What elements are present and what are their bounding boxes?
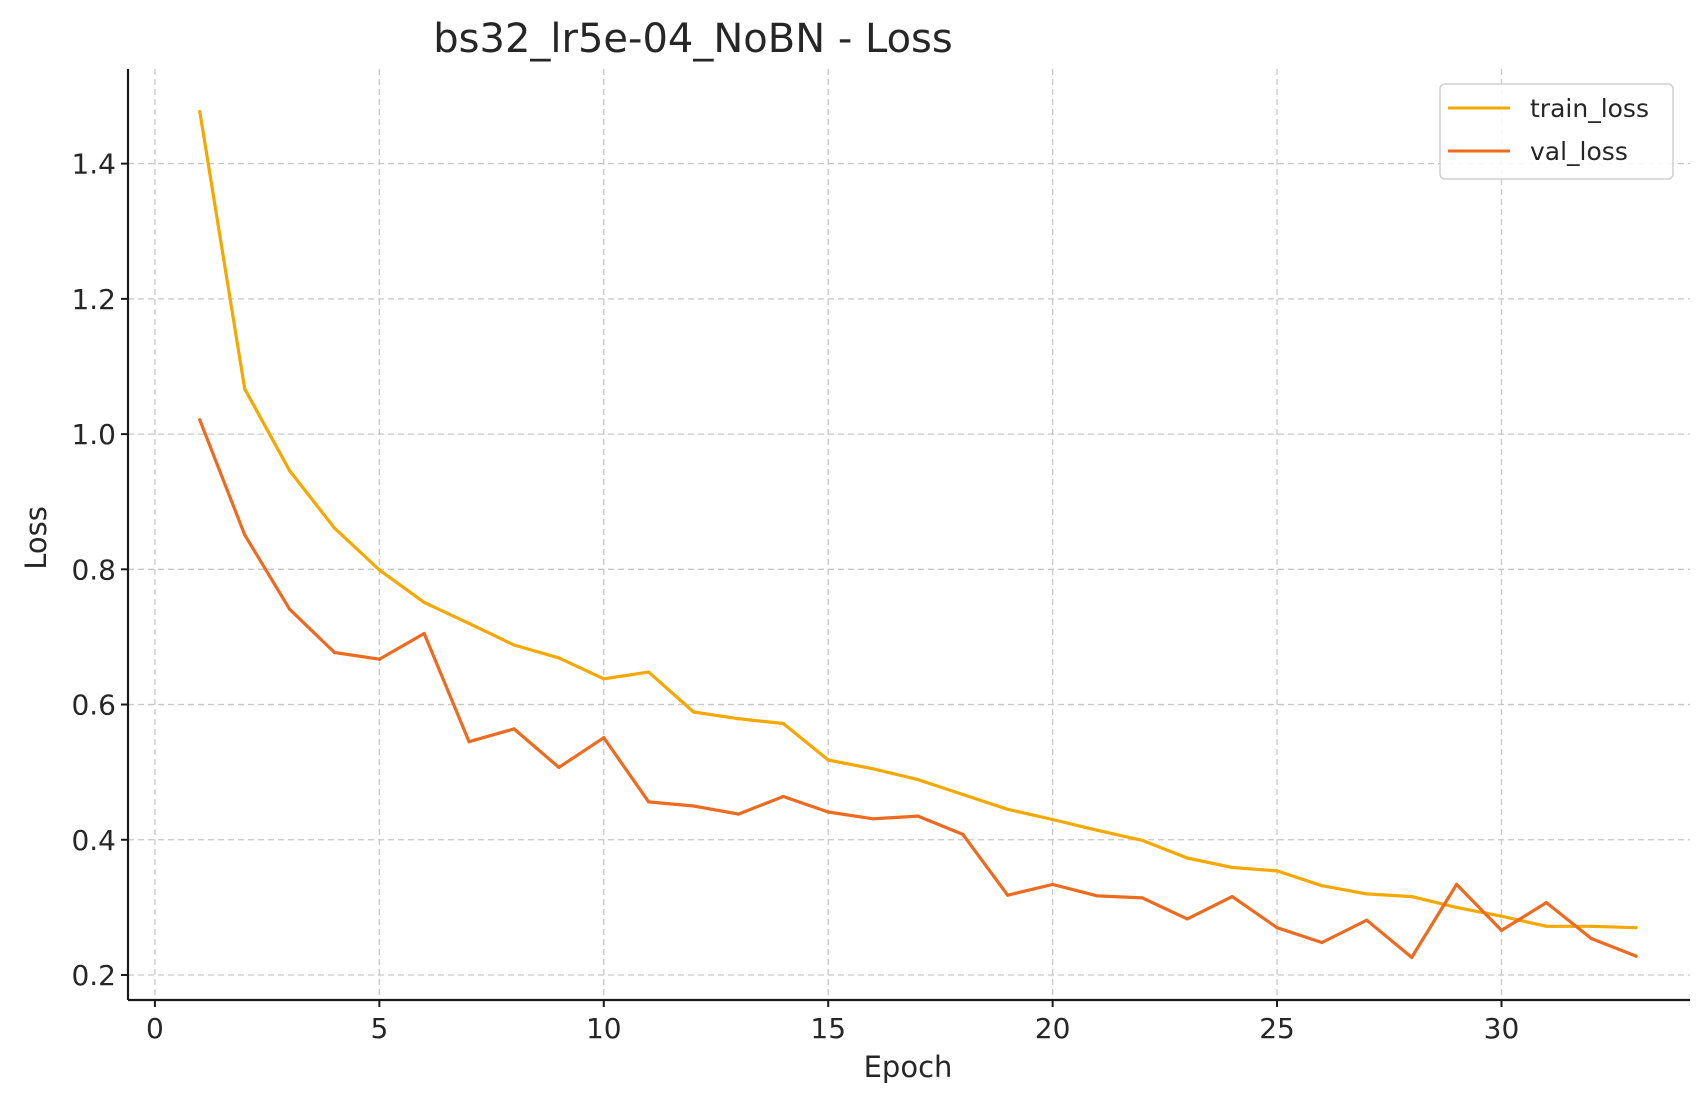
ticks: 0 5 10 15 20 25 30 0.2 0.4 0.6 0.8 1.0 1.2 1.4 — [71, 148, 1519, 1045]
data-point-train-loss — [288, 469, 292, 473]
x-tick-label: 10 — [586, 1012, 622, 1045]
data-point-val-loss — [1455, 882, 1459, 887]
data-point-val-loss — [1051, 882, 1055, 887]
data-point-train-loss — [1320, 884, 1324, 888]
data-point-val-loss — [1185, 917, 1189, 921]
x-axis-label: Epoch — [864, 1050, 953, 1084]
data-point-train-loss — [692, 710, 696, 714]
data-point-train-loss — [916, 778, 920, 782]
y-tick-label: 0.6 — [71, 689, 116, 722]
data-point-val-loss — [916, 814, 920, 818]
legend-label-train-loss: train_loss — [1530, 94, 1649, 123]
data-point-val-loss — [1006, 893, 1010, 897]
grid — [128, 69, 1690, 1000]
data-point-train-loss — [736, 717, 741, 721]
data-point-train-loss — [467, 621, 471, 626]
data-point-train-loss — [1410, 895, 1414, 899]
legend: train_loss val_loss — [1439, 83, 1674, 180]
data-point-val-loss — [243, 533, 247, 537]
y-tick-label: 1.2 — [71, 283, 116, 316]
y-tick-label: 1.4 — [71, 148, 116, 181]
data-point-val-loss — [467, 740, 471, 744]
data-point-val-loss — [1320, 940, 1324, 945]
data-point-train-loss — [1006, 807, 1010, 811]
data-point-val-loss — [826, 810, 830, 814]
data-point-val-loss — [736, 812, 741, 816]
x-tick-label: 30 — [1484, 1012, 1520, 1045]
data-point-val-loss — [781, 794, 785, 799]
data-point-val-loss — [602, 736, 606, 740]
data-point-val-loss — [647, 800, 651, 804]
data-point-train-loss — [1275, 869, 1279, 873]
x-tick-label: 20 — [1035, 1012, 1071, 1045]
data-point-val-loss — [1095, 894, 1100, 898]
data-point-train-loss — [332, 526, 337, 530]
y-tick-label: 0.4 — [71, 824, 116, 857]
data-point-train-loss — [961, 792, 965, 797]
data-point-train-loss — [1634, 926, 1638, 930]
data-point-val-loss — [1589, 936, 1593, 941]
data-point-train-loss — [422, 600, 426, 605]
axes — [126, 69, 1690, 1002]
data-point-val-loss — [692, 804, 696, 808]
data-point-val-loss — [1230, 895, 1234, 899]
data-point-train-loss — [243, 387, 247, 391]
data-point-train-loss — [1095, 828, 1100, 832]
data-point-val-loss — [332, 650, 337, 655]
data-point-val-loss — [1365, 918, 1369, 922]
series-line-train-loss — [198, 109, 1638, 930]
data-point-val-loss — [1410, 955, 1414, 960]
data-point-train-loss — [647, 670, 651, 674]
data-point-val-loss — [198, 418, 202, 422]
data-point-train-loss — [1455, 905, 1459, 910]
data-point-train-loss — [1230, 865, 1234, 870]
x-tick-label: 0 — [146, 1012, 164, 1045]
data-point-val-loss — [1544, 901, 1548, 905]
data-point-train-loss — [602, 677, 606, 681]
y-axis-label: Loss — [19, 506, 53, 570]
y-tick-label: 0.8 — [71, 553, 116, 586]
series — [198, 109, 1638, 960]
data-point-val-loss — [377, 657, 381, 661]
data-point-val-loss — [961, 832, 965, 837]
data-point-train-loss — [826, 758, 830, 762]
data-point-train-loss — [1589, 924, 1593, 928]
data-point-val-loss — [1634, 954, 1638, 958]
chart-title: bs32_lr5e-04_NoBN - Loss — [433, 16, 952, 62]
data-point-train-loss — [198, 110, 202, 114]
data-point-val-loss — [1499, 928, 1504, 933]
y-tick-label: 0.2 — [71, 959, 116, 992]
x-tick-label: 15 — [810, 1012, 846, 1045]
series-line-val-loss — [198, 418, 1638, 960]
data-point-train-loss — [871, 767, 875, 771]
data-point-val-loss — [288, 607, 292, 611]
data-point-val-loss — [557, 765, 561, 770]
data-point-train-loss — [1544, 924, 1548, 928]
data-point-val-loss — [422, 631, 426, 636]
x-tick-label: 5 — [370, 1012, 388, 1045]
x-tick-label: 25 — [1259, 1012, 1295, 1045]
data-point-train-loss — [1185, 856, 1189, 860]
data-point-train-loss — [1499, 914, 1504, 918]
data-point-val-loss — [1140, 896, 1144, 900]
data-point-val-loss — [1275, 926, 1279, 930]
data-point-train-loss — [557, 656, 561, 660]
data-point-val-loss — [871, 817, 875, 821]
legend-label-val-loss: val_loss — [1530, 137, 1628, 166]
data-point-train-loss — [377, 568, 381, 572]
data-point-val-loss — [512, 727, 516, 731]
y-tick-label: 1.0 — [71, 418, 116, 451]
data-point-train-loss — [1140, 838, 1144, 843]
data-point-train-loss — [1365, 892, 1369, 896]
data-point-train-loss — [1051, 817, 1055, 822]
data-point-train-loss — [781, 721, 785, 726]
data-point-train-loss — [512, 643, 516, 647]
